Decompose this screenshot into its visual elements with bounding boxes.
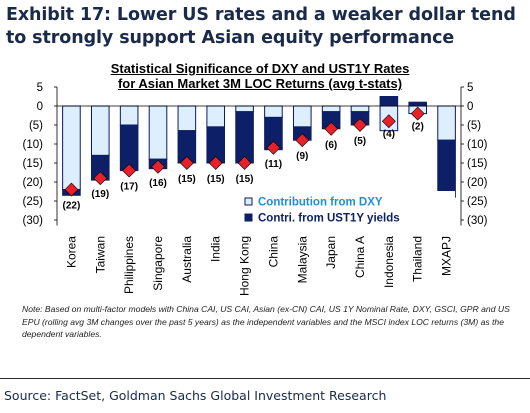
bar-dxy	[350, 105, 370, 113]
chart-title-line2: for Asian Market 3M LOC Returns (avg t-s…	[117, 76, 403, 91]
total-marker	[237, 156, 252, 170]
bar-dxy	[90, 105, 110, 156]
category-label: Japan	[324, 236, 338, 269]
total-marker	[122, 163, 137, 178]
total-label: (15)	[236, 174, 254, 185]
bar-chart: 5 5 0 0 (5) (5) (10) (10) (15) (15) (20) (20) (25) (2…	[23, 82, 488, 296]
bar-dxy	[292, 105, 312, 128]
total-label: (15)	[178, 174, 196, 185]
total-label: (16)	[149, 178, 167, 189]
divider-line	[0, 378, 530, 379]
y-tick-label-right: 0	[467, 101, 473, 113]
category-label: Thailand	[411, 236, 425, 282]
legend-box	[238, 191, 455, 225]
category-label: Taiwan	[93, 236, 107, 273]
bar-dxy	[62, 105, 81, 191]
category-label: Indonesia	[382, 236, 396, 288]
total-marker	[208, 156, 223, 170]
bar-dxy	[437, 105, 456, 141]
y-tick-label-right: (20)	[467, 177, 488, 189]
total-marker	[353, 118, 367, 132]
y-tick-label-left: (10)	[23, 139, 44, 151]
y-tick-label-left: 0	[37, 101, 43, 113]
bar-ust1y	[408, 101, 428, 107]
chart-title-line1: Statistical Significance of DXY and UST1…	[110, 61, 410, 76]
y-tick-label-right: (25)	[467, 196, 488, 208]
total-label: (6)	[325, 140, 337, 151]
y-tick-label-left: (5)	[29, 120, 43, 132]
category-label: China	[266, 236, 280, 268]
total-marker	[64, 182, 79, 197]
total-label: (11)	[265, 159, 282, 170]
legend-swatch-dxy	[244, 197, 253, 206]
category-label: Australia	[180, 236, 194, 283]
bar-dxy	[148, 105, 168, 160]
y-tick-label-right: (30)	[467, 215, 488, 227]
bar-dxy	[119, 105, 139, 126]
bar-dxy	[206, 105, 226, 128]
bar-dxy	[321, 105, 341, 113]
y-tick-label-left: (25)	[23, 196, 44, 208]
bar-dxy	[264, 105, 283, 118]
category-label: Korea	[64, 236, 78, 268]
bar-ust1y	[379, 96, 399, 107]
source-text: Source: FactSet, Goldman Sachs Global In…	[4, 388, 387, 403]
category-label: China A	[353, 236, 367, 278]
total-marker	[295, 133, 310, 148]
total-label: (15)	[207, 174, 225, 185]
total-marker	[93, 171, 108, 186]
exhibit-title: Exhibit 17: Lower US rates and a weaker …	[6, 5, 516, 48]
total-label: (22)	[63, 201, 81, 212]
category-label: Malaysia	[295, 236, 309, 284]
category-label: Philippines	[122, 236, 136, 294]
legend-swatch-ust1y	[244, 213, 253, 222]
chart-note: Note: Based on multi-factor models with …	[22, 304, 510, 339]
total-label: (19)	[91, 189, 109, 200]
y-tick-label-left: (20)	[23, 177, 44, 189]
category-label: MXAPJ	[440, 236, 454, 276]
total-label: (5)	[354, 136, 366, 147]
y-tick-label-right: (15)	[467, 158, 488, 170]
total-marker	[324, 121, 339, 136]
bar-dxy	[177, 105, 197, 132]
total-label: (2)	[412, 122, 424, 133]
bar-dxy	[235, 105, 254, 113]
total-marker	[179, 156, 194, 170]
category-label: Hong Kong	[238, 236, 252, 296]
total-label: (9)	[296, 151, 308, 162]
category-label: India	[209, 236, 223, 262]
y-tick-label-right: 5	[467, 82, 473, 94]
y-tick-label-left: (30)	[23, 215, 44, 227]
category-label: Singapore	[151, 236, 165, 291]
y-tick-label-right: (5)	[467, 120, 481, 132]
total-marker	[410, 106, 425, 121]
y-tick-label-left: 5	[37, 82, 43, 94]
total-marker	[266, 140, 281, 155]
total-marker	[151, 159, 165, 174]
total-marker	[381, 114, 396, 129]
total-label: (4)	[383, 129, 395, 140]
y-tick-label-right: (10)	[467, 139, 488, 151]
bar-ust1y	[437, 139, 456, 198]
total-label: (17)	[120, 182, 138, 193]
legend-label-ust1y: Contri. from UST1Y yields	[258, 213, 400, 225]
bar-ust1y	[235, 111, 254, 164]
legend-label-dxy: Contribution from DXY	[258, 197, 383, 209]
y-tick-label-left: (15)	[23, 158, 44, 170]
